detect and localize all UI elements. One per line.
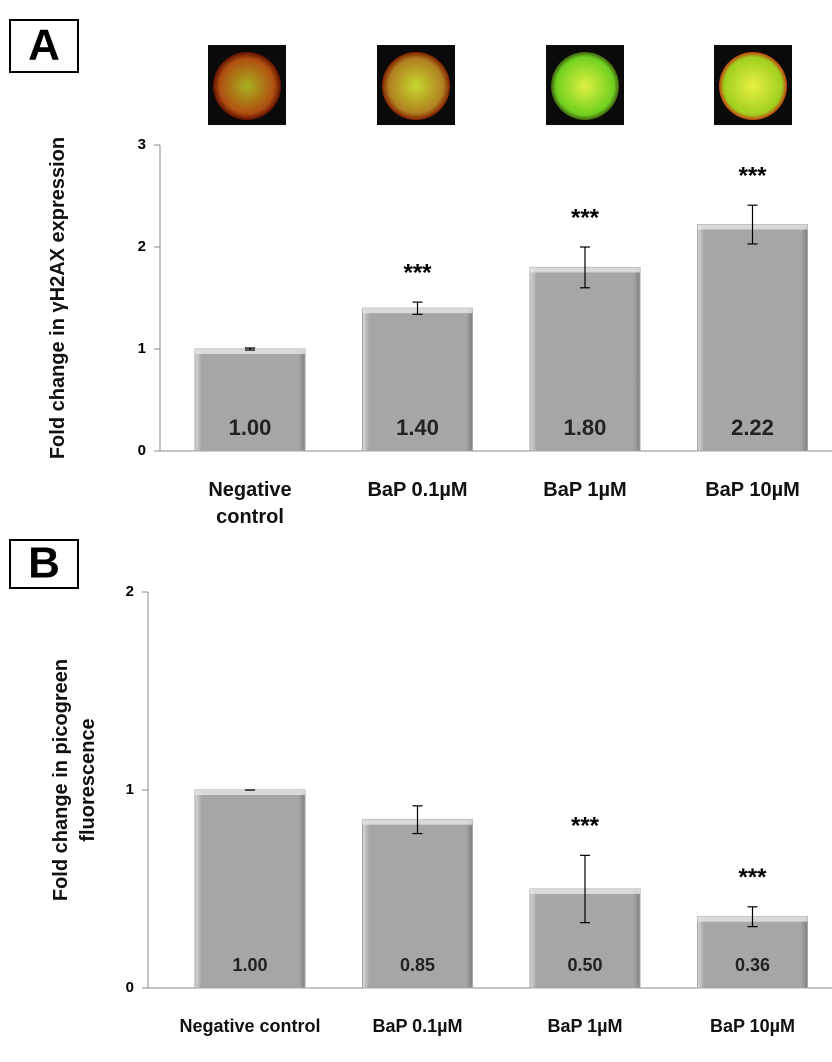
x-tick-label: BaP 10µM bbox=[705, 479, 800, 501]
panel-box bbox=[9, 19, 79, 73]
x-tick-label: Negative control bbox=[179, 1016, 321, 1036]
error-bar bbox=[747, 204, 758, 245]
value-label: 0.50 bbox=[567, 955, 602, 975]
well-spot bbox=[382, 52, 450, 120]
x-tick-label: Negative control bbox=[208, 479, 292, 528]
y-axis-label-box: Fold change in γH2AX expression bbox=[47, 136, 69, 460]
well-spot bbox=[551, 52, 619, 120]
y-axis-label-box: Fold change in picogreen fluorescence bbox=[50, 658, 99, 902]
well-spot bbox=[213, 52, 281, 120]
bar bbox=[529, 266, 641, 452]
x-tick-label-box: BaP 1µM bbox=[547, 1016, 623, 1036]
error-bar bbox=[580, 854, 590, 924]
value-label: 0.85 bbox=[400, 955, 435, 975]
value-label: 2.22 bbox=[731, 415, 774, 440]
x-tick-label-box: Negative control bbox=[208, 479, 292, 528]
error-bar bbox=[245, 347, 255, 351]
bar bbox=[362, 307, 473, 452]
error-bar bbox=[747, 906, 758, 928]
x-tick-label-box: Negative control bbox=[179, 1016, 321, 1036]
panel-letter: B bbox=[28, 539, 60, 588]
significance-label: *** bbox=[571, 204, 600, 231]
well-spot bbox=[719, 52, 787, 120]
y-tick-label: 0 bbox=[138, 442, 146, 459]
x-tick-label: BaP 10µM bbox=[709, 1016, 796, 1036]
y-tick-label: 2 bbox=[138, 238, 146, 255]
significance-label: *** bbox=[738, 163, 767, 190]
y-tick-label: 3 bbox=[138, 136, 146, 153]
bar bbox=[697, 224, 808, 452]
value-label: 1.00 bbox=[229, 415, 272, 440]
bar-top bbox=[195, 790, 305, 795]
x-tick-label: BaP 0.1µM bbox=[367, 479, 468, 501]
x-tick-label: BaP 1µM bbox=[547, 1016, 623, 1036]
panel-letter: A bbox=[28, 21, 60, 70]
y-tick-label: 0 bbox=[126, 979, 134, 996]
error-bar bbox=[580, 246, 590, 289]
significance-label: *** bbox=[738, 864, 767, 891]
value-label: 0.36 bbox=[735, 955, 770, 975]
x-tick-label: BaP 1µM bbox=[543, 479, 627, 501]
x-tick-label-box: BaP 10µM bbox=[705, 479, 800, 501]
well-images bbox=[208, 45, 792, 125]
y-axis-label: Fold change in picogreen fluorescence bbox=[50, 658, 99, 902]
significance-label: *** bbox=[571, 813, 600, 840]
panel-box bbox=[9, 539, 79, 589]
error-bar bbox=[412, 805, 423, 835]
significance-label: *** bbox=[403, 259, 432, 286]
value-label: 1.40 bbox=[396, 415, 439, 440]
error-bar bbox=[412, 301, 423, 315]
x-tick-label-box: BaP 0.1µM bbox=[367, 479, 468, 501]
y-axis-label: Fold change in γH2AX expression bbox=[47, 136, 69, 460]
x-tick-label-box: BaP 1µM bbox=[543, 479, 627, 501]
value-label: 1.80 bbox=[564, 415, 607, 440]
bar bbox=[697, 916, 808, 989]
x-tick-label-box: BaP 10µM bbox=[709, 1016, 796, 1036]
x-tick-label-box: BaP 0.1µM bbox=[372, 1016, 463, 1036]
y-tick-label: 2 bbox=[126, 583, 134, 600]
y-tick-label: 1 bbox=[138, 340, 146, 357]
y-tick-label: 1 bbox=[126, 781, 134, 798]
bar-top bbox=[195, 349, 305, 354]
value-label: 1.00 bbox=[232, 955, 267, 975]
bar bbox=[194, 789, 306, 989]
x-tick-label: BaP 0.1µM bbox=[372, 1016, 463, 1036]
bar bbox=[362, 819, 473, 989]
